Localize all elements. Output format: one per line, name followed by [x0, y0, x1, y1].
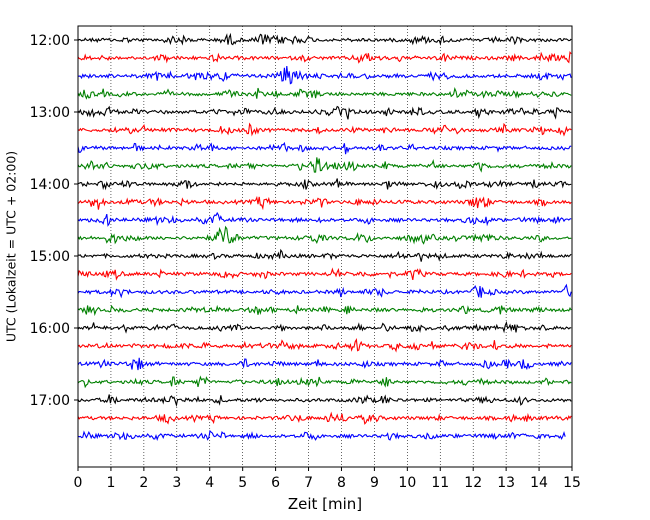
x-tick-label: 2: [139, 475, 148, 491]
trace-line: [77, 320, 572, 334]
x-tick-label: 5: [238, 475, 247, 491]
trace-line: [77, 157, 572, 173]
y-tick-label: 16:00: [30, 321, 70, 337]
trace-line: [77, 178, 572, 191]
trace-line: [77, 122, 572, 137]
x-tick-label: 3: [172, 475, 181, 491]
trace-line: [77, 50, 572, 64]
trace-line: [77, 394, 572, 408]
x-tick-label: 0: [74, 475, 83, 491]
trace-series: [77, 32, 572, 441]
y-tick-label: 15:00: [30, 249, 70, 265]
x-tick-label: 15: [563, 475, 581, 491]
trace-line: [77, 86, 572, 100]
x-tick-label: 1: [106, 475, 115, 491]
x-tick-label: 12: [464, 475, 482, 491]
y-tick-label: 17:00: [30, 393, 70, 409]
trace-line: [77, 429, 566, 441]
trace-line: [77, 32, 572, 46]
trace-line: [77, 195, 572, 211]
trace-line: [77, 66, 572, 85]
y-axis-ticks: 12:00 13:00 14:00 15:00 16:00 17:00: [30, 33, 78, 409]
x-tick-label: 10: [398, 475, 416, 491]
x-axis-ticks: 0 1 2 3 4 5 6 7 8 9 10 11 12 13 14 15: [74, 467, 581, 491]
x-tick-label: 14: [530, 475, 548, 491]
trace-line: [77, 283, 572, 299]
y-tick-label: 13:00: [30, 105, 70, 121]
trace-line: [77, 211, 572, 227]
trace-line: [77, 248, 572, 262]
trace-line: [77, 141, 572, 155]
y-axis-label: UTC (Lokalzeit = UTC + 02:00): [4, 151, 19, 342]
x-axis-label: Zeit [min]: [288, 495, 362, 513]
trace-line: [77, 375, 572, 389]
trace-line: [77, 357, 572, 371]
trace-line: [77, 225, 572, 245]
y-tick-label: 14:00: [30, 177, 70, 193]
x-tick-label: 8: [337, 475, 346, 491]
y-tick-label: 12:00: [30, 33, 70, 49]
trace-line: [77, 105, 572, 120]
x-tick-label: 4: [205, 475, 214, 491]
trace-line: [77, 411, 572, 425]
x-tick-label: 13: [497, 475, 515, 491]
x-tick-label: 7: [304, 475, 313, 491]
trace-line: [77, 267, 572, 281]
plot-frame: [77, 25, 573, 468]
trace-line: [77, 304, 572, 317]
x-tick-label: 6: [271, 475, 280, 491]
x-tick-label: 11: [431, 475, 449, 491]
x-tick-label: 9: [370, 475, 379, 491]
trace-line: [77, 338, 572, 353]
